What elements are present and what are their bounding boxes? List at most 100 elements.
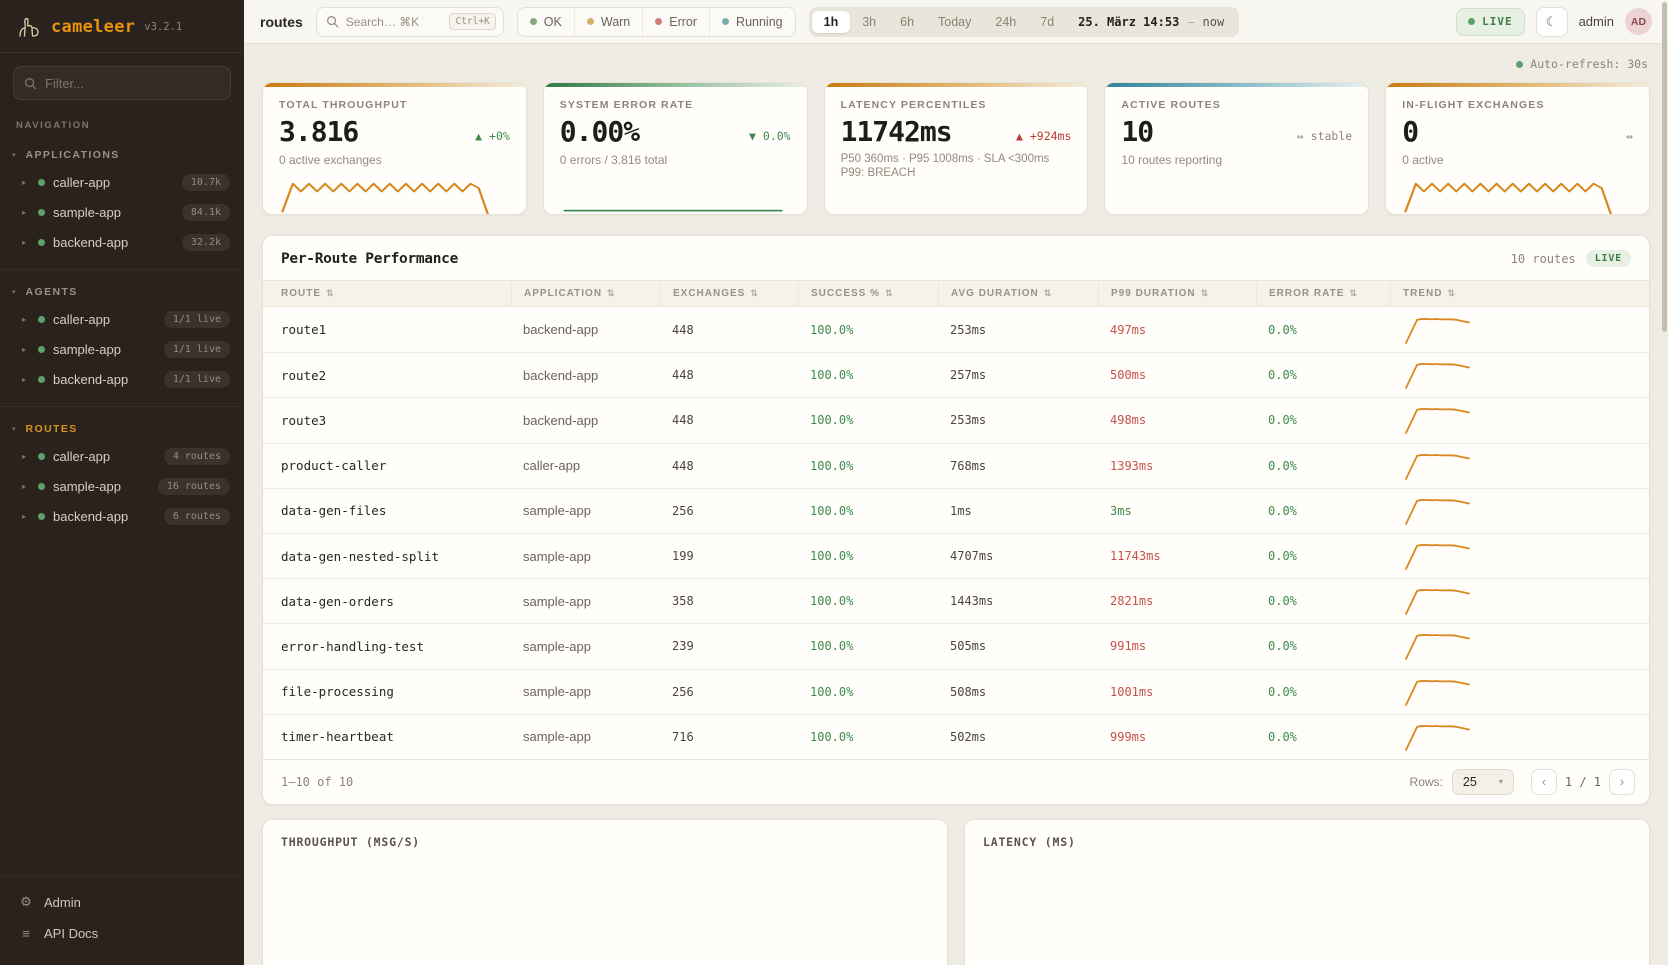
latency-chart-card: LATENCY (MS) <box>964 818 1650 965</box>
sidebar-item-applications-backend-app[interactable]: ▸ backend-app 32.2k <box>0 227 244 257</box>
time-range-3h[interactable]: 3h <box>862 14 877 29</box>
throughput-chart-card: THROUGHPUT (MSG/S) <box>262 818 948 965</box>
table-row[interactable]: route3 backend-app 448 100.0% 253ms 498m… <box>263 397 1649 442</box>
content: Auto-refresh: 30s TOTAL THROUGHPUT 3.816… <box>244 44 1668 965</box>
status-dot <box>38 208 45 216</box>
error-rate-cell: 0.0% <box>1268 368 1297 383</box>
time-range-24h[interactable]: 24h <box>995 14 1017 29</box>
table-row[interactable]: route2 backend-app 448 100.0% 257ms 500m… <box>263 352 1649 397</box>
moon-icon: ☾ <box>1545 13 1558 29</box>
column-header-error-rate[interactable]: ERROR RATE ⇅ <box>1256 281 1402 306</box>
item-badge: 32.2k <box>181 233 230 251</box>
column-header-route[interactable]: ROUTE ⇅ <box>281 288 335 299</box>
table-row[interactable]: data-gen-files sample-app 256 100.0% 1ms… <box>263 487 1649 533</box>
avg-duration-cell: 257ms <box>950 368 987 383</box>
item-badge: 6 routes <box>163 507 230 525</box>
kpi-delta: ⇔ <box>1626 129 1633 143</box>
live-label: LIVE <box>1482 15 1513 28</box>
table-row[interactable]: product-caller caller-app 448 100.0% 768… <box>263 442 1649 488</box>
sidebar-item-admin[interactable]: ⚙ Admin <box>10 886 234 918</box>
rows-per-page-value: 25 <box>1462 774 1477 789</box>
time-range-1h[interactable]: 1h <box>811 10 851 33</box>
route-cell: data-gen-orders <box>281 593 394 609</box>
column-header-avg-duration[interactable]: AVG DURATION ⇅ <box>938 281 1110 306</box>
main-area: routes Ctrl+K OK Warn <box>244 0 1668 965</box>
table-title: Per-Route Performance <box>281 250 459 267</box>
date-range-display[interactable]: 25. März 14:53 — now <box>1066 15 1236 29</box>
sidebar-item-routes-backend-app[interactable]: ▸ backend-app 6 routes <box>0 501 244 531</box>
avatar[interactable]: AD <box>1625 8 1652 35</box>
status-dot <box>38 375 45 383</box>
filter-chip-running[interactable]: Running <box>709 7 795 36</box>
time-range-6h[interactable]: 6h <box>900 14 915 29</box>
sidebar-item-routes-caller-app[interactable]: ▸ caller-app 4 routes <box>0 441 244 471</box>
footer-label: API Docs <box>44 926 99 941</box>
filter-input[interactable] <box>45 75 220 91</box>
item-badge: 16 routes <box>157 477 230 495</box>
error-rate-cell: 0.0% <box>1268 594 1297 609</box>
item-label: caller-app <box>53 174 111 190</box>
section-header-routes[interactable]: ▾ ROUTES <box>0 417 244 441</box>
chart-title: THROUGHPUT (MSG/S) <box>281 834 421 849</box>
sidebar-item-api-docs[interactable]: ≡ API Docs <box>10 918 234 949</box>
sidebar-item-applications-sample-app[interactable]: ▸ sample-app 84.1k <box>0 197 244 227</box>
chevron-right-icon: › <box>1619 774 1625 790</box>
per-route-performance-card: Per-Route Performance 10 routes LIVE ROU… <box>262 235 1650 805</box>
table-row[interactable]: file-processing sample-app 256 100.0% 50… <box>263 668 1649 714</box>
charts-row: THROUGHPUT (MSG/S) LATENCY (MS) <box>262 818 1650 965</box>
theme-toggle-button[interactable]: ☾ <box>1535 6 1568 37</box>
time-range-7d[interactable]: 7d <box>1040 14 1055 29</box>
table-row[interactable]: data-gen-orders sample-app 358 100.0% 14… <box>263 578 1649 623</box>
success-cell: 100.0% <box>810 368 854 383</box>
error-rate-cell: 0.0% <box>1268 458 1297 473</box>
trend-sparkline <box>1402 540 1649 572</box>
section-header-applications[interactable]: ▾ APPLICATIONS <box>0 143 244 167</box>
kpi-title: SYSTEM ERROR RATE <box>559 99 694 111</box>
chip-label: Running <box>736 14 783 29</box>
item-label: caller-app <box>53 448 111 464</box>
column-header-p99-duration[interactable]: P99 DURATION ⇅ <box>1098 281 1268 306</box>
filter-chip-ok[interactable]: OK <box>518 8 574 36</box>
section-label: APPLICATIONS <box>25 149 120 161</box>
app-version: v3.2.1 <box>144 21 183 33</box>
column-header-trend[interactable]: TREND ⇅ <box>1390 281 1649 306</box>
table-row[interactable]: data-gen-nested-split sample-app 199 100… <box>263 532 1649 578</box>
sidebar-section-routes: ▾ ROUTES ▸ caller-app 4 routes ▸ sample-… <box>0 406 244 543</box>
section-label: AGENTS <box>25 286 78 298</box>
scrollbar-thumb[interactable] <box>1662 2 1667 332</box>
sidebar-item-routes-sample-app[interactable]: ▸ sample-app 16 routes <box>0 471 244 501</box>
kpi-row: TOTAL THROUGHPUT 3.816 ▲ +0% 0 active ex… <box>262 82 1650 215</box>
kpi-title: ACTIVE ROUTES <box>1121 99 1221 111</box>
sidebar-item-agents-sample-app[interactable]: ▸ sample-app 1/1 live <box>0 334 244 364</box>
chevron-right-icon: ▸ <box>22 511 27 521</box>
success-cell: 100.0% <box>810 639 854 654</box>
prev-page-button[interactable]: ‹ <box>1530 768 1557 795</box>
kpi-system-error-rate: SYSTEM ERROR RATE 0.00% ▼ 0.0% 0 errors … <box>542 82 808 215</box>
column-header-success[interactable]: SUCCESS % ⇅ <box>798 281 950 306</box>
sidebar-item-applications-caller-app[interactable]: ▸ caller-app 10.7k <box>0 167 244 197</box>
table-row[interactable]: route1 backend-app 448 100.0% 253ms 497m… <box>263 307 1649 352</box>
exchanges-cell: 256 <box>672 503 694 518</box>
sidebar-item-agents-backend-app[interactable]: ▸ backend-app 1/1 live <box>0 364 244 394</box>
user-name[interactable]: admin <box>1578 14 1614 29</box>
column-header-application[interactable]: APPLICATION ⇅ <box>511 281 672 306</box>
live-badge[interactable]: LIVE <box>1456 7 1525 36</box>
table-row[interactable]: error-handling-test sample-app 239 100.0… <box>263 623 1649 668</box>
section-header-agents[interactable]: ▾ AGENTS <box>0 280 244 304</box>
time-range-control: 1h 3h 6h Today 24h 7d 25. März 14:53 — n… <box>808 6 1240 37</box>
route-cell: route1 <box>281 322 327 338</box>
filter-chip-warn[interactable]: Warn <box>573 7 642 36</box>
topbar-right: LIVE ☾ admin AD <box>1456 6 1652 37</box>
column-header-exchanges[interactable]: EXCHANGES ⇅ <box>660 281 810 306</box>
rows-per-page-select[interactable]: 25 ▾ <box>1451 768 1514 795</box>
p99-cell: 500ms <box>1110 368 1147 383</box>
status-dot <box>38 238 45 246</box>
filter-chip-error[interactable]: Error <box>642 7 709 36</box>
search-input[interactable] <box>345 14 443 29</box>
kpi-subtitle: 0 active <box>1402 153 1444 167</box>
sidebar-item-agents-caller-app[interactable]: ▸ caller-app 1/1 live <box>0 304 244 334</box>
time-range-today[interactable]: Today <box>938 14 972 29</box>
next-page-button[interactable]: › <box>1609 768 1635 795</box>
table-row[interactable]: timer-heartbeat sample-app 716 100.0% 50… <box>263 713 1649 759</box>
